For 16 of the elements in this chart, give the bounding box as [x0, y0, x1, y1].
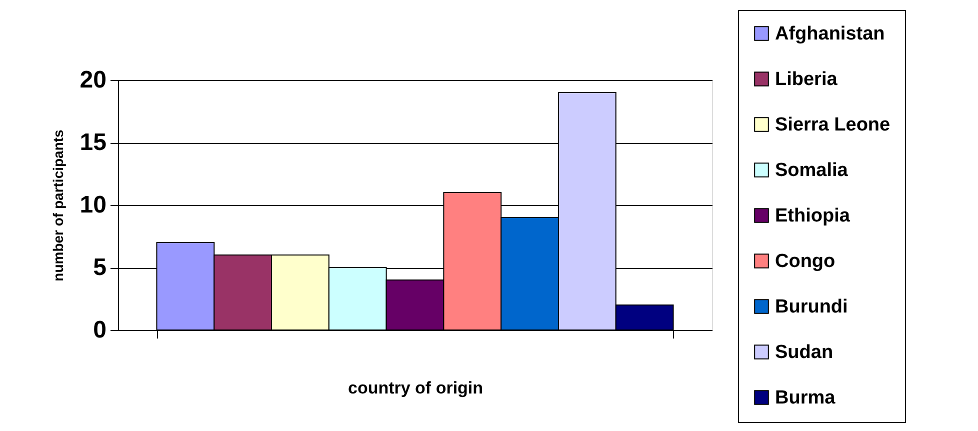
y-tick-label: 0: [93, 316, 106, 344]
legend-label: Somalia: [775, 160, 848, 181]
y-tick-label: 10: [80, 192, 106, 218]
legend-label: Liberia: [775, 69, 838, 90]
legend-label: Burundi: [775, 296, 848, 318]
y-axis-title: number of participants: [50, 129, 66, 282]
legend-label: Sudan: [775, 342, 834, 363]
x-axis-title: country of origin: [348, 378, 484, 398]
y-tick-label: 20: [80, 66, 106, 94]
legend-label: Afghanistan: [775, 24, 885, 44]
legend-label: Sierra Leone: [775, 114, 890, 136]
legend-label: Ethiopia: [775, 206, 850, 226]
legend-label: Burma: [775, 388, 836, 408]
legend-label: Congo: [775, 251, 836, 272]
y-tick-label: 5: [93, 254, 106, 281]
y-tick-label: 15: [80, 129, 106, 156]
